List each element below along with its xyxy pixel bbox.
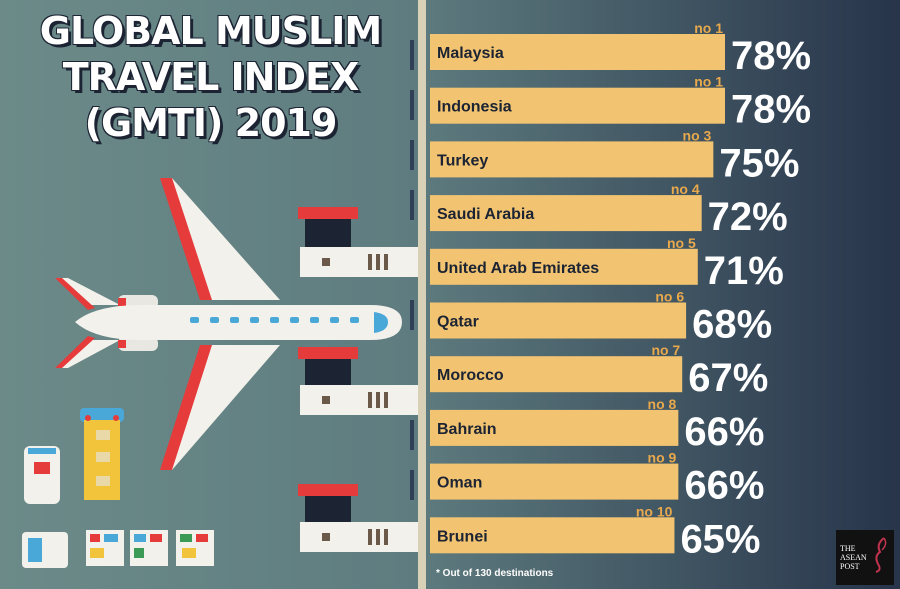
title-line-3: (GMTI) 2019 — [84, 101, 338, 145]
bar — [430, 141, 714, 178]
category-label: Saudi Arabia — [437, 206, 534, 223]
logo-word-1: THE — [840, 544, 856, 553]
value-label: 68% — [692, 303, 772, 347]
category-label: Qatar — [437, 314, 479, 331]
category-label: Oman — [437, 475, 482, 492]
baggage-carts — [86, 530, 214, 566]
rank-label: no 1 — [694, 74, 723, 90]
rank-label: no 8 — [648, 396, 677, 412]
value-label: 78% — [731, 88, 811, 132]
rank-label: no 9 — [648, 450, 677, 466]
category-label: Indonesia — [437, 99, 512, 116]
bar — [430, 356, 683, 393]
ambulance — [24, 446, 60, 504]
phoenix-icon — [875, 537, 887, 573]
value-label: 66% — [684, 464, 764, 508]
bar — [430, 517, 675, 554]
rank-label: no 7 — [651, 342, 680, 358]
bar — [430, 195, 702, 232]
bar — [430, 248, 698, 285]
airplane-illustration — [55, 178, 402, 470]
bar — [430, 34, 725, 70]
category-label: Bahrain — [437, 421, 497, 438]
rank-label: no 10 — [636, 503, 673, 519]
footnote: * Out of 130 destinations — [436, 568, 554, 579]
value-label: 78% — [731, 34, 811, 78]
category-label: Morocco — [437, 367, 504, 384]
the-asean-post-logo: THE ASEAN POST — [836, 530, 894, 585]
bar — [430, 409, 679, 446]
jet-bridge-top — [298, 207, 418, 277]
jet-bridge-middle — [298, 347, 418, 415]
bar-chart: Malaysia no 1 78% Indonesia no 1 78% Turkey no … — [430, 20, 811, 561]
logo-word-3: POST — [840, 562, 860, 571]
value-label: 65% — [680, 517, 760, 561]
chart-title: GLOBAL MUSLIM TRAVEL INDEX (GMTI) 2019 — [8, 8, 413, 146]
title-line-2: TRAVEL INDEX — [62, 55, 360, 99]
jet-bridge-bottom — [298, 484, 418, 552]
value-label: 72% — [708, 195, 788, 239]
title-line-1: GLOBAL MUSLIM — [39, 9, 382, 53]
category-label: United Arab Emirates — [437, 260, 599, 277]
category-label: Brunei — [437, 528, 488, 545]
value-label: 67% — [688, 356, 768, 400]
rank-label: no 3 — [683, 127, 712, 143]
bar — [430, 302, 687, 339]
catering-truck — [80, 408, 124, 500]
bar — [430, 463, 679, 500]
category-label: Turkey — [437, 152, 488, 169]
terminal-wall — [418, 0, 426, 589]
logo-word-2: ASEAN — [840, 553, 867, 562]
bar — [430, 87, 725, 124]
terminal-edge-dashes — [410, 40, 414, 500]
value-label: 75% — [719, 141, 799, 185]
rank-label: no 5 — [667, 235, 696, 251]
baggage-tug — [22, 532, 68, 568]
category-label: Malaysia — [437, 45, 504, 62]
rank-label: no 1 — [694, 20, 723, 36]
rank-label: no 6 — [655, 289, 684, 305]
value-label: 71% — [704, 249, 784, 293]
value-label: 66% — [684, 410, 764, 454]
rank-label: no 4 — [671, 181, 700, 197]
